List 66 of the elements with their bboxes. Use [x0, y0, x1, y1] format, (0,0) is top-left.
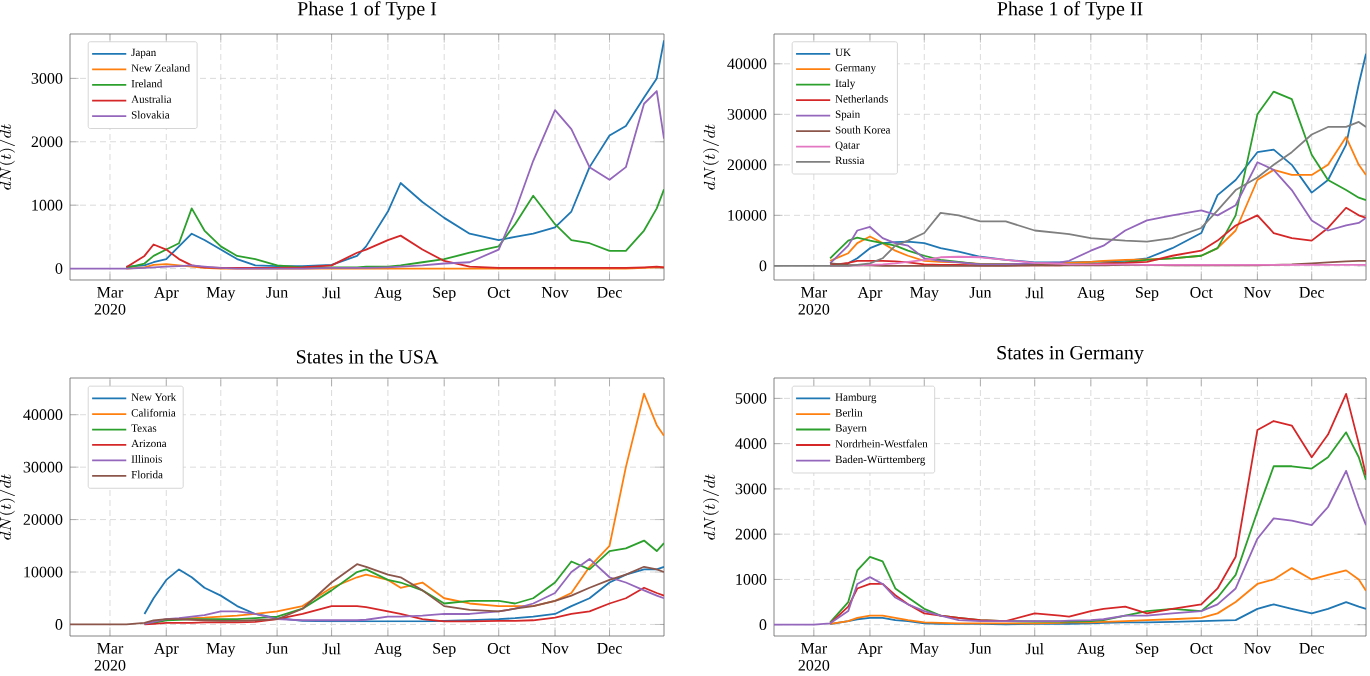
y-tick-label: 40000: [727, 58, 767, 70]
x-tick-label: Nov: [541, 643, 569, 654]
x-tick-label: Jun: [266, 643, 288, 654]
x-tick-label: Apr: [857, 287, 883, 302]
y-tick-label: 0: [55, 619, 63, 630]
chart-title: Phase 1 of Type I: [297, 1, 437, 20]
x-tick-label: Dec: [597, 643, 622, 654]
x-tick-label: Mar 2020: [94, 643, 126, 671]
x-tick-label: Aug: [1077, 287, 1105, 302]
x-tick-label: Nov: [1244, 643, 1272, 654]
x-tick-label: Sep: [1136, 643, 1159, 658]
y-tick-label: 30000: [727, 108, 767, 120]
y-tick-label: 10000: [728, 209, 767, 221]
y-tick-label: 3000: [735, 483, 767, 495]
x-tick-label: Nov: [541, 287, 569, 298]
x-tick-label: Oct: [1190, 643, 1213, 654]
chart-title: Phase 1 of Type II: [997, 1, 1143, 20]
y-tick-label: 20000: [727, 159, 767, 171]
chart-title: States in Germany: [997, 346, 1144, 364]
x-tick-label: Jul: [322, 287, 341, 299]
y-tick-label: 3000: [31, 72, 63, 84]
x-tick-label: Oct: [487, 643, 511, 654]
chart-title: States in the USA: [296, 349, 439, 364]
y-tick-label: 1000: [32, 199, 63, 211]
x-tick-label: Oct: [1190, 287, 1213, 298]
y-tick-label: 1000: [736, 574, 767, 585]
x-tick-label: Sep: [433, 643, 456, 658]
x-tick-label: Oct: [487, 287, 511, 298]
y-tick-label: 0: [55, 263, 63, 274]
y-tick-label: 10000: [24, 566, 63, 578]
x-tick-label: Mar 2020: [798, 643, 830, 671]
x-tick-label: May: [910, 287, 939, 301]
x-tick-label: Jul: [322, 643, 341, 655]
x-tick-label: Aug: [374, 643, 402, 658]
x-tick-label: Apr: [154, 643, 179, 658]
x-tick-label: Dec: [1299, 287, 1325, 298]
x-tick-label: May: [206, 287, 236, 301]
y-tick-label: 0: [759, 260, 767, 272]
x-tick-label: Aug: [1077, 643, 1105, 658]
y-tick-label: 20000: [23, 514, 63, 525]
x-tick-label: Nov: [1244, 287, 1272, 298]
y-tick-label: 0: [759, 619, 767, 631]
x-tick-label: Dec: [597, 287, 622, 298]
x-tick-label: Apr: [857, 643, 883, 658]
x-tick-label: Mar 2020: [94, 287, 126, 315]
x-tick-label: Sep: [433, 287, 456, 302]
x-tick-label: Mar 2020: [798, 287, 830, 315]
x-tick-label: Dec: [1299, 643, 1325, 654]
x-tick-label: Aug: [374, 287, 402, 302]
y-axis-title: $dN(t)/dt$: [702, 474, 719, 540]
x-tick-label: Jun: [969, 643, 992, 654]
x-tick-label: Jun: [266, 287, 288, 298]
y-tick-label: 4000: [735, 438, 767, 450]
x-tick-label: Apr: [154, 287, 179, 302]
y-tick-label: 2000: [735, 528, 767, 540]
y-tick-label: 5000: [735, 392, 767, 404]
x-tick-label: Jul: [1025, 643, 1044, 655]
y-axis-title: $dN(t)/dt$: [702, 124, 719, 190]
y-tick-label: 40000: [23, 409, 63, 421]
x-tick-label: May: [910, 643, 939, 657]
x-tick-label: Jun: [969, 287, 992, 298]
x-tick-label: Jul: [1025, 287, 1044, 299]
y-tick-label: 2000: [31, 136, 63, 148]
x-tick-label: May: [206, 643, 236, 657]
y-tick-label: 30000: [23, 461, 63, 473]
x-tick-label: Sep: [1136, 287, 1159, 302]
